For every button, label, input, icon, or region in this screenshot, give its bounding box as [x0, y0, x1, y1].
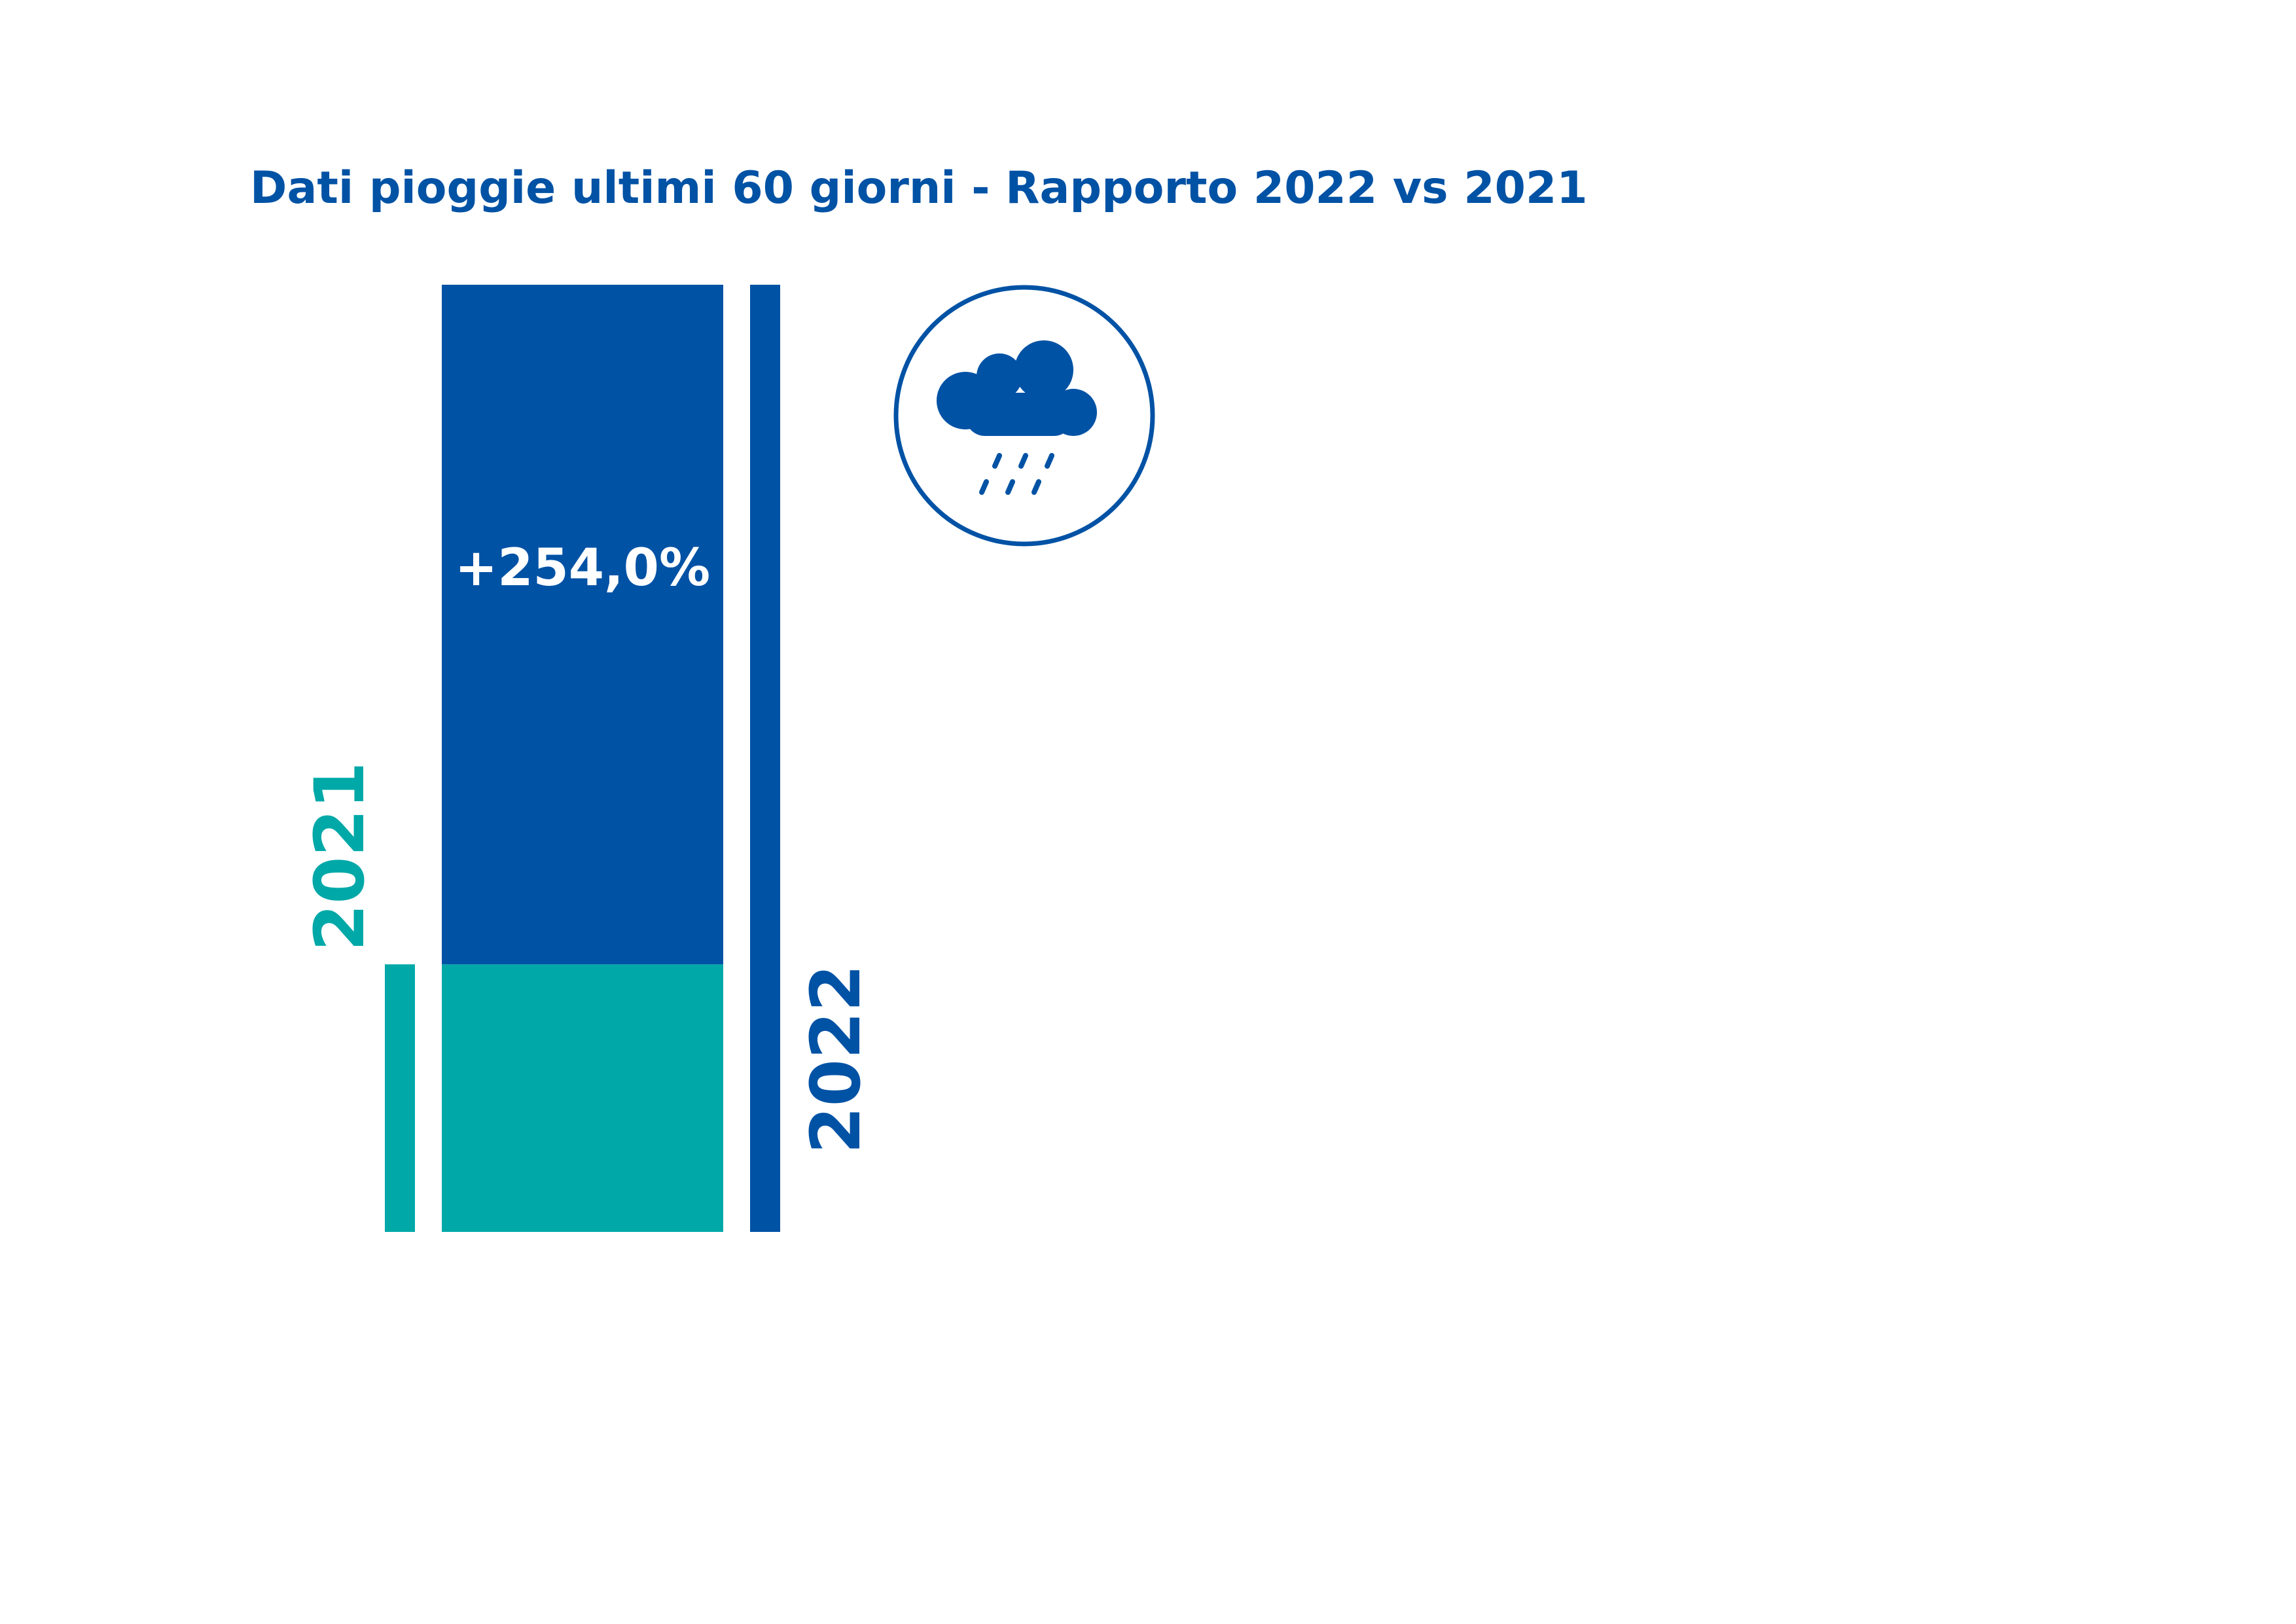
- change-percent-label: +254,0%: [455, 539, 710, 598]
- bar-2021-stacked: [442, 964, 723, 1232]
- year-label-2021: 2021: [300, 762, 380, 951]
- year-label-2022: 2022: [796, 964, 876, 1153]
- bar-2021-side: [385, 964, 415, 1232]
- bar-2022-side: [750, 285, 780, 1232]
- rain-cloud-icon: [893, 285, 1155, 547]
- bar-2022-increase: [442, 285, 723, 965]
- chart-title: Dati pioggie ultimi 60 giorni - Rapporto…: [250, 162, 1588, 214]
